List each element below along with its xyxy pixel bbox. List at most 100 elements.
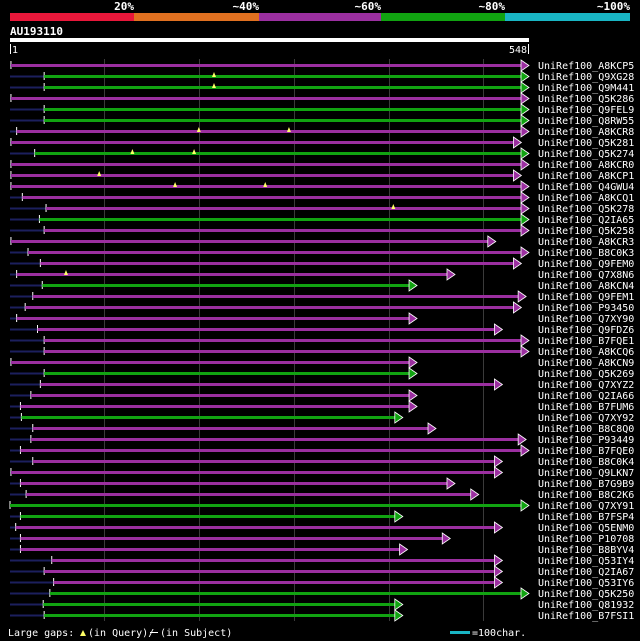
hit-segment[interactable] [44,372,411,375]
hit-label[interactable]: UniRef100_Q53IY4 [538,556,634,567]
hit-segment[interactable] [20,449,523,452]
hit-segment[interactable] [44,614,396,617]
hit-label[interactable]: UniRef100_Q5K281 [538,138,634,149]
hit-segment[interactable] [21,416,396,419]
hit-row[interactable]: UniRef100_Q7XY91 [9,499,634,512]
hit-row[interactable]: UniRef100_B8C2K6 [10,488,634,501]
hit-row[interactable]: UniRef100_Q81932 [10,598,634,611]
hit-row[interactable]: UniRef100_Q53IY4 [10,554,634,567]
hit-label[interactable]: UniRef100_P10708 [538,534,634,545]
hit-segment[interactable] [22,196,522,199]
hit-segment[interactable] [40,262,515,265]
hit-row[interactable]: UniRef100_Q4GWU4 [10,180,634,193]
hit-row[interactable]: UniRef100_Q5K258 [10,224,634,237]
hit-segment[interactable] [43,603,396,606]
hit-row[interactable]: UniRef100_Q9LKN7 [10,466,634,479]
hit-segment[interactable] [16,317,411,320]
hit-label[interactable]: UniRef100_A8KCQ6 [538,347,634,358]
hit-segment[interactable] [32,295,520,298]
hit-label[interactable]: UniRef100_Q7X8N6 [538,270,634,281]
hit-row[interactable]: UniRef100_B8BYV4 [10,543,634,556]
hit-label[interactable]: UniRef100_B7FSI1 [538,611,634,622]
hit-segment[interactable] [44,108,522,111]
hit-row[interactable]: UniRef100_Q5K278 [10,202,634,215]
hit-label[interactable]: UniRef100_B8C0K3 [538,248,634,259]
hit-segment[interactable] [44,86,522,89]
hit-label[interactable]: UniRef100_Q9FEL9 [538,105,634,116]
hit-label[interactable]: UniRef100_Q9FEM0 [538,259,634,270]
hit-row[interactable]: UniRef100_Q7XY90 [10,312,634,325]
hit-row[interactable]: UniRef100_A8KCP1 [10,169,634,182]
hit-row[interactable]: UniRef100_Q9XG28 [10,70,634,83]
hit-row[interactable]: UniRef100_A8KCP5 [10,59,634,72]
hit-segment[interactable] [10,361,411,364]
hit-label[interactable]: UniRef100_A8KCP5 [538,61,634,72]
hit-row[interactable]: UniRef100_Q9FEM1 [10,290,634,303]
hit-label[interactable]: UniRef100_Q8RW55 [538,116,634,127]
hit-row[interactable]: UniRef100_Q5K286 [10,92,634,105]
hit-segment[interactable] [44,119,522,122]
hit-label[interactable]: UniRef100_Q9LKN7 [538,468,634,479]
hit-row[interactable]: UniRef100_Q2IA65 [10,213,634,226]
hit-row[interactable]: UniRef100_Q5K269 [10,367,634,380]
hit-label[interactable]: UniRef100_B7FUM6 [538,402,634,413]
hit-label[interactable]: UniRef100_Q2IA66 [538,391,634,402]
hit-segment[interactable] [32,427,430,430]
hit-segment[interactable] [10,471,496,474]
hit-label[interactable]: UniRef100_Q53IY6 [538,578,634,589]
hit-label[interactable]: UniRef100_B8C0K4 [538,457,634,468]
hit-label[interactable]: UniRef100_A8KCR0 [538,160,634,171]
hit-label[interactable]: UniRef100_A8KCQ1 [538,193,634,204]
hit-segment[interactable] [20,537,444,540]
hit-segment[interactable] [20,482,448,485]
hit-label[interactable]: UniRef100_Q2IA67 [538,567,634,578]
hit-segment[interactable] [32,460,496,463]
hit-label[interactable]: UniRef100_A8KCR3 [538,237,634,248]
hit-row[interactable]: UniRef100_P93449 [10,433,634,446]
hit-label[interactable]: UniRef100_Q5ENM0 [538,523,634,534]
hit-label[interactable]: UniRef100_P93450 [538,303,634,314]
hit-label[interactable]: UniRef100_Q7XY92 [538,413,634,424]
hit-row[interactable]: UniRef100_B8C0K4 [10,455,634,468]
hit-segment[interactable] [37,328,496,331]
hit-label[interactable]: UniRef100_Q4GWU4 [538,182,634,193]
hit-segment[interactable] [46,207,523,210]
hit-segment[interactable] [16,273,448,276]
hit-label[interactable]: UniRef100_Q7XY90 [538,314,634,325]
hit-label[interactable]: UniRef100_B7FQE0 [538,446,634,457]
hit-segment[interactable] [28,251,522,254]
hit-row[interactable]: UniRef100_A8KCQ6 [10,345,634,358]
hit-label[interactable]: UniRef100_Q2IA65 [538,215,634,226]
hit-label[interactable]: UniRef100_Q81932 [538,600,634,611]
hit-segment[interactable] [20,548,401,551]
hit-segment[interactable] [44,229,522,232]
hit-segment[interactable] [39,218,523,221]
hit-label[interactable]: UniRef100_Q5K274 [538,149,634,160]
hit-segment[interactable] [30,394,411,397]
hit-row[interactable]: UniRef100_Q8RW55 [10,114,634,127]
hit-row[interactable]: UniRef100_B7FQE1 [10,334,634,347]
hit-label[interactable]: UniRef100_A8KCN9 [538,358,634,369]
hit-segment[interactable] [42,284,411,287]
hit-label[interactable]: UniRef100_Q5K286 [538,94,634,105]
hit-segment[interactable] [34,152,523,155]
hit-label[interactable]: UniRef100_A8KCP1 [538,171,634,182]
hit-row[interactable]: UniRef100_Q53IY6 [10,576,634,589]
hit-label[interactable]: UniRef100_B8C2K6 [538,490,634,501]
hit-row[interactable]: UniRef100_Q7X8N6 [10,268,634,281]
hit-row[interactable]: UniRef100_Q5ENM0 [10,521,634,534]
hit-label[interactable]: UniRef100_P93449 [538,435,634,446]
hit-segment[interactable] [10,97,522,100]
hit-row[interactable]: UniRef100_Q9M441 [10,81,634,94]
hit-segment[interactable] [16,130,522,133]
hit-label[interactable]: UniRef100_Q9M441 [538,83,634,94]
hit-segment[interactable] [53,581,496,584]
hit-row[interactable]: UniRef100_A8KCN9 [10,356,634,369]
hit-row[interactable]: UniRef100_Q9FEM0 [10,257,634,270]
hit-segment[interactable] [25,306,515,309]
hit-segment[interactable] [10,504,522,507]
hit-row[interactable]: UniRef100_B7FUM6 [10,400,634,413]
hit-row[interactable]: UniRef100_Q7XY92 [10,411,634,424]
hit-segment[interactable] [40,383,496,386]
hit-row[interactable]: UniRef100_P10708 [10,532,634,545]
